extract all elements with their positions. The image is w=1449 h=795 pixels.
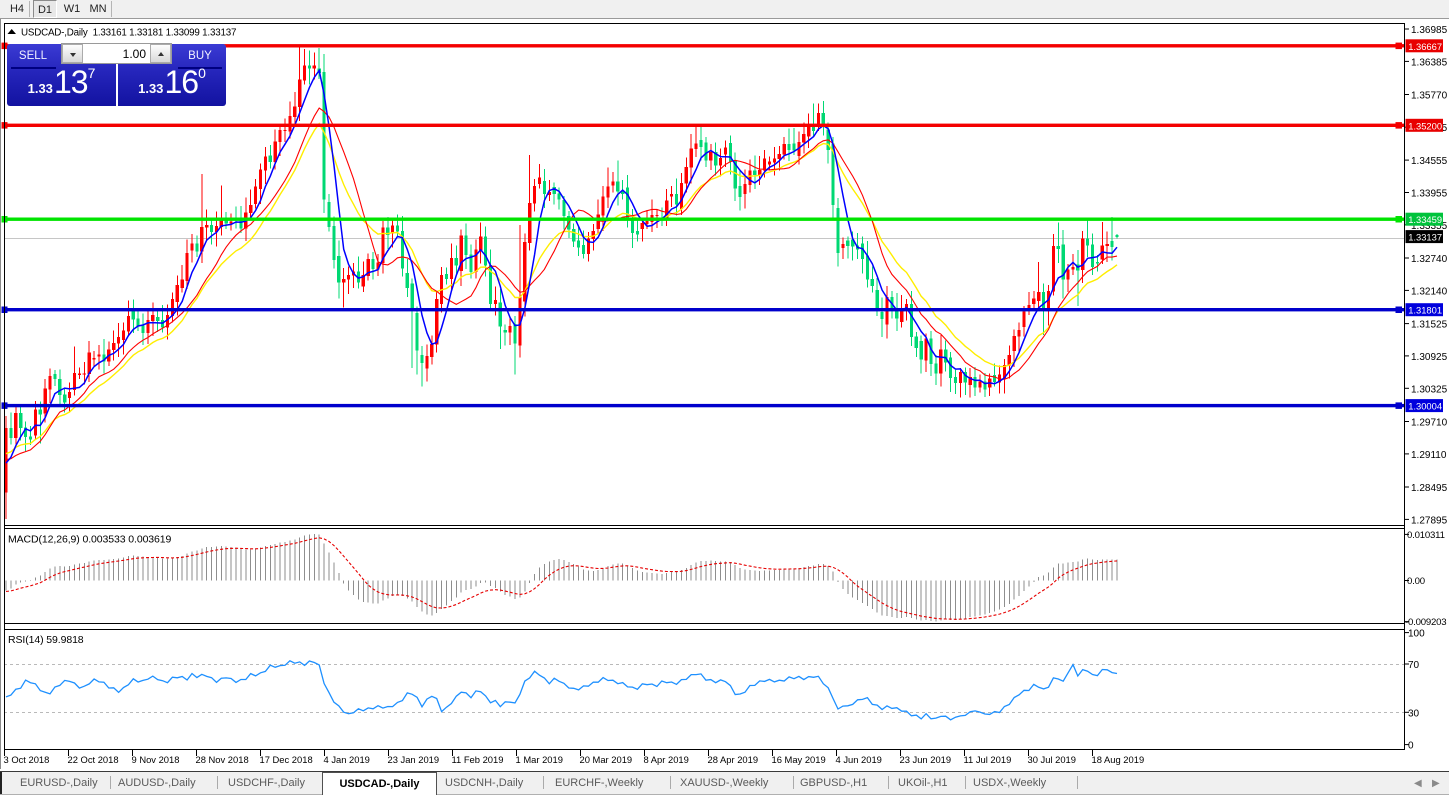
svg-text:28 Apr 2019: 28 Apr 2019 xyxy=(708,754,759,765)
svg-text:1.36667: 1.36667 xyxy=(1408,41,1442,52)
svg-text:3 Oct 2018: 3 Oct 2018 xyxy=(4,754,50,765)
svg-text:1.30925: 1.30925 xyxy=(1411,352,1448,363)
svg-text:16 May 2019: 16 May 2019 xyxy=(772,754,826,765)
svg-text:1.31525: 1.31525 xyxy=(1411,320,1448,331)
svg-text:RSI(14) 59.9818: RSI(14) 59.9818 xyxy=(8,634,84,646)
svg-text:0.00: 0.00 xyxy=(1407,576,1425,587)
svg-text:1.31801: 1.31801 xyxy=(1408,305,1442,316)
svg-text:9 Nov 2018: 9 Nov 2018 xyxy=(132,754,180,765)
svg-text:1.36385: 1.36385 xyxy=(1411,57,1448,68)
svg-text:100: 100 xyxy=(1408,629,1425,640)
svg-text:0.010311: 0.010311 xyxy=(1407,530,1445,541)
svg-text:4 Jun 2019: 4 Jun 2019 xyxy=(836,754,882,765)
svg-text:11 Feb 2019: 11 Feb 2019 xyxy=(452,754,504,765)
svg-text:1.32140: 1.32140 xyxy=(1411,286,1448,297)
svg-text:17 Dec 2018: 17 Dec 2018 xyxy=(260,754,313,765)
svg-text:1.35200: 1.35200 xyxy=(1408,120,1442,131)
svg-text:1.30004: 1.30004 xyxy=(1408,401,1442,412)
svg-text:18 Aug 2019: 18 Aug 2019 xyxy=(1092,754,1145,765)
svg-text:4 Jan 2019: 4 Jan 2019 xyxy=(324,754,370,765)
svg-text:-0.009203: -0.009203 xyxy=(1405,617,1446,628)
svg-text:22 Oct 2018: 22 Oct 2018 xyxy=(68,754,119,765)
svg-text:20 Mar 2019: 20 Mar 2019 xyxy=(580,754,633,765)
svg-text:1.33459: 1.33459 xyxy=(1408,214,1442,225)
svg-text:1.32740: 1.32740 xyxy=(1411,254,1448,265)
svg-text:30: 30 xyxy=(1408,708,1420,719)
svg-text:0: 0 xyxy=(1408,741,1414,752)
svg-text:8 Apr 2019: 8 Apr 2019 xyxy=(644,754,689,765)
svg-text:1.33137: 1.33137 xyxy=(1408,232,1442,243)
svg-text:MACD(12,26,9) 0.003533 0.00361: MACD(12,26,9) 0.003533 0.003619 xyxy=(8,534,172,546)
svg-text:1.27895: 1.27895 xyxy=(1411,515,1448,526)
svg-text:1.30325: 1.30325 xyxy=(1411,384,1448,395)
svg-text:1.34555: 1.34555 xyxy=(1411,156,1448,167)
svg-text:23 Jun 2019: 23 Jun 2019 xyxy=(900,754,952,765)
svg-text:1.33355: 1.33355 xyxy=(1411,221,1448,232)
svg-text:11 Jul 2019: 11 Jul 2019 xyxy=(964,754,1012,765)
svg-text:1 Mar 2019: 1 Mar 2019 xyxy=(516,754,563,765)
svg-text:23 Jan 2019: 23 Jan 2019 xyxy=(388,754,440,765)
svg-text:1.35770: 1.35770 xyxy=(1411,91,1448,102)
svg-text:1.29710: 1.29710 xyxy=(1411,418,1448,429)
svg-text:1.28495: 1.28495 xyxy=(1411,483,1448,494)
svg-text:28 Nov 2018: 28 Nov 2018 xyxy=(196,754,249,765)
svg-text:USDCAD-,Daily 1.33161 1.33181: USDCAD-,Daily 1.33161 1.33181 1.33099 1.… xyxy=(21,28,236,39)
svg-text:1.33955: 1.33955 xyxy=(1411,189,1448,200)
svg-text:1.36985: 1.36985 xyxy=(1411,25,1448,36)
svg-text:70: 70 xyxy=(1408,660,1420,671)
svg-text:30 Jul 2019: 30 Jul 2019 xyxy=(1028,754,1076,765)
svg-text:1.29110: 1.29110 xyxy=(1411,450,1447,461)
